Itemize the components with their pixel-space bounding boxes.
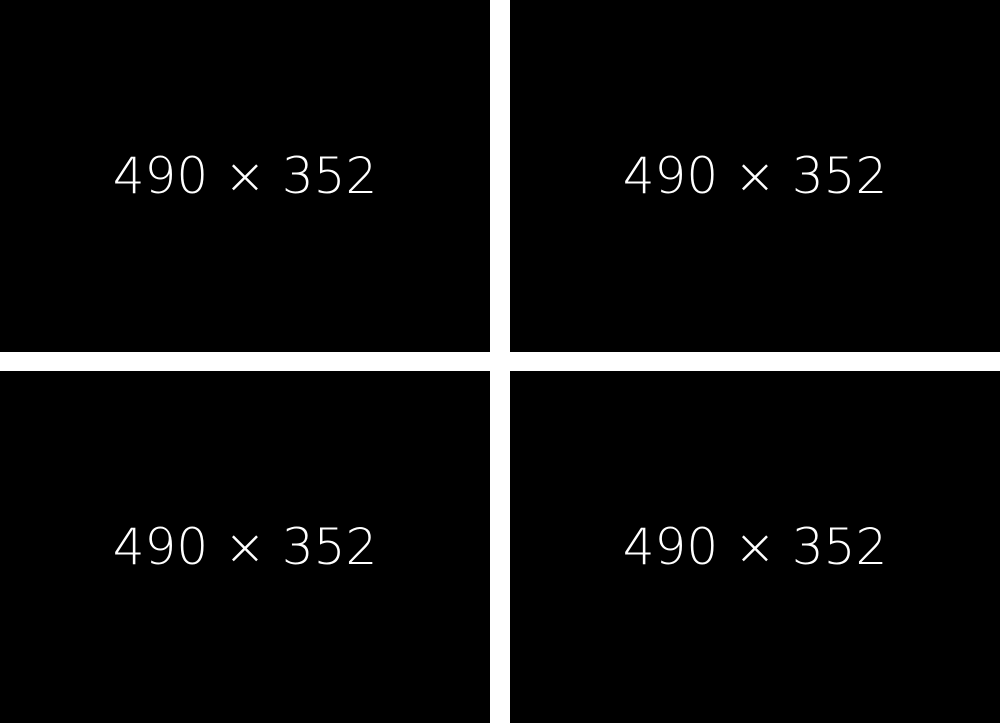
placeholder-image-top-left: 490 × 352 [0,0,490,352]
placeholder-dimensions-label: 490 × 352 [622,147,888,205]
placeholder-image-bottom-left: 490 × 352 [0,371,490,723]
placeholder-image-bottom-right: 490 × 352 [510,371,1000,723]
placeholder-image-top-right: 490 × 352 [510,0,1000,352]
placeholder-dimensions-label: 490 × 352 [112,518,378,576]
placeholder-dimensions-label: 490 × 352 [112,147,378,205]
placeholder-dimensions-label: 490 × 352 [622,518,888,576]
